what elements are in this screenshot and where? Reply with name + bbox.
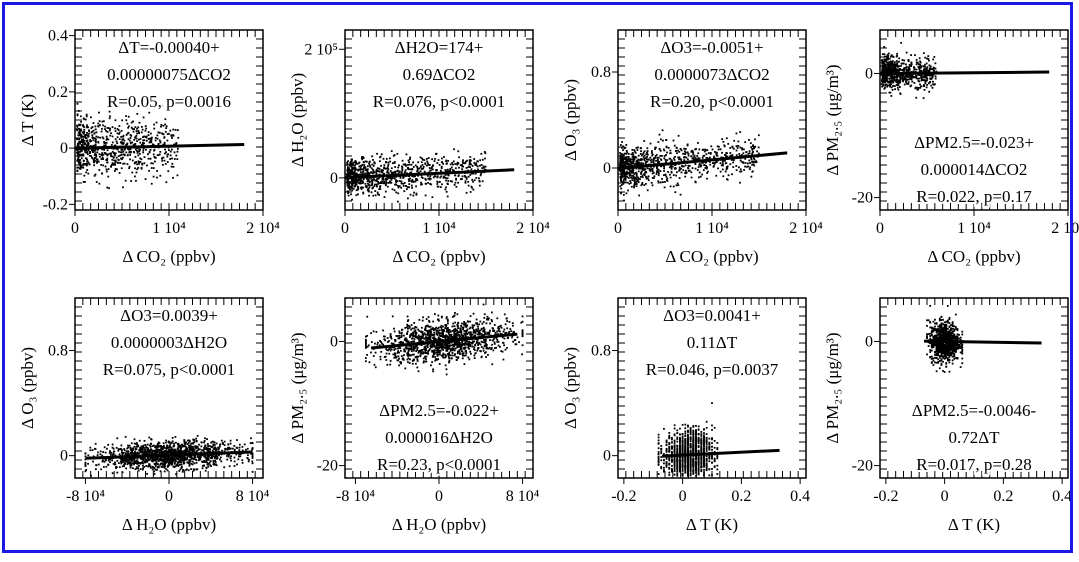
figure-frame: [2, 2, 1073, 553]
